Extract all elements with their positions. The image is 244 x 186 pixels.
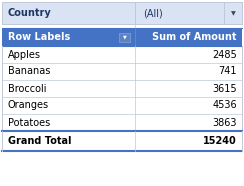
Text: Broccoli: Broccoli xyxy=(8,84,47,94)
Bar xyxy=(2,28,242,46)
Text: 3615: 3615 xyxy=(212,84,237,94)
Text: Sum of Amount: Sum of Amount xyxy=(152,32,237,42)
Text: Oranges: Oranges xyxy=(8,100,49,110)
Bar xyxy=(2,131,242,151)
Bar xyxy=(2,46,242,63)
Text: Apples: Apples xyxy=(8,49,41,60)
Text: ▼: ▼ xyxy=(123,34,126,39)
Bar xyxy=(2,2,242,24)
Text: (All): (All) xyxy=(143,8,163,18)
Text: 3863: 3863 xyxy=(213,118,237,127)
Text: Bananas: Bananas xyxy=(8,67,50,76)
Text: Country: Country xyxy=(8,8,52,18)
Text: 741: 741 xyxy=(218,67,237,76)
Bar xyxy=(119,33,130,41)
Bar xyxy=(2,114,242,131)
Text: Grand Total: Grand Total xyxy=(8,136,71,146)
Text: 4536: 4536 xyxy=(212,100,237,110)
Text: 2485: 2485 xyxy=(212,49,237,60)
Bar xyxy=(2,80,242,97)
Bar xyxy=(2,24,242,28)
Bar xyxy=(224,2,242,24)
Bar xyxy=(2,97,242,114)
Text: Row Labels: Row Labels xyxy=(8,32,70,42)
Text: ▼: ▼ xyxy=(231,11,235,16)
Bar xyxy=(2,2,242,24)
Text: Potatoes: Potatoes xyxy=(8,118,50,127)
Text: 15240: 15240 xyxy=(203,136,237,146)
Bar xyxy=(2,63,242,80)
